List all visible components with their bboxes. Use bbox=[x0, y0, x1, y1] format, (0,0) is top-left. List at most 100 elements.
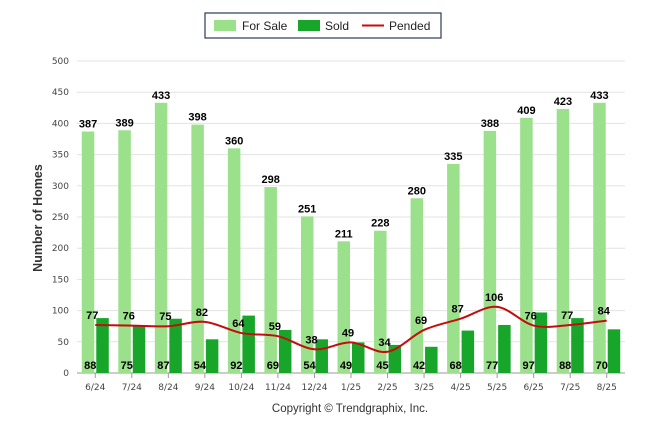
x-tick-label: 11/24 bbox=[265, 383, 291, 393]
label-pended: 77 bbox=[86, 310, 98, 322]
label-sold: 70 bbox=[596, 360, 608, 372]
legend-label-sold: Sold bbox=[325, 19, 349, 33]
legend-swatch-sold bbox=[298, 20, 320, 31]
bar-sold bbox=[607, 329, 621, 373]
label-sold: 68 bbox=[449, 360, 461, 372]
bar-sold bbox=[425, 346, 438, 373]
y-tick-label: 250 bbox=[52, 213, 69, 223]
bar-for-sale bbox=[337, 241, 350, 373]
y-tick-label: 500 bbox=[52, 57, 69, 67]
pended-line-path bbox=[95, 305, 607, 353]
label-for-sale: 228 bbox=[371, 218, 389, 230]
label-for-sale: 433 bbox=[590, 90, 608, 102]
y-tick-label: 150 bbox=[52, 275, 69, 285]
label-pended: 77 bbox=[561, 310, 573, 322]
bar-for-sale bbox=[118, 130, 131, 373]
pended-line bbox=[95, 305, 607, 353]
legend-label-pended: Pended bbox=[389, 19, 430, 33]
bar-for-sale bbox=[374, 230, 387, 373]
label-for-sale: 251 bbox=[298, 203, 316, 215]
bar-sold bbox=[96, 318, 109, 373]
legend-swatch-for-sale bbox=[214, 20, 236, 31]
label-sold: 54 bbox=[194, 360, 207, 372]
label-sold: 54 bbox=[303, 360, 316, 372]
y-tick-label: 0 bbox=[63, 369, 69, 379]
label-for-sale: 409 bbox=[517, 105, 535, 117]
y-axis: 0 50 100 150 200 250 300 350 400 450 500 bbox=[52, 57, 69, 379]
bar-for-sale bbox=[154, 102, 168, 374]
bar-for-sale bbox=[447, 163, 460, 373]
label-for-sale: 298 bbox=[262, 174, 280, 186]
x-tick-label: 2/25 bbox=[377, 383, 397, 393]
x-tick-label: 9/24 bbox=[195, 383, 215, 393]
label-pended: 49 bbox=[342, 327, 354, 339]
bar-sold bbox=[388, 344, 402, 373]
label-sold: 77 bbox=[486, 360, 498, 372]
bar-sold bbox=[169, 318, 182, 373]
label-pended: 87 bbox=[451, 304, 463, 316]
label-pended: 106 bbox=[485, 292, 503, 304]
bar-for-sale bbox=[227, 148, 241, 373]
label-sold: 92 bbox=[230, 360, 242, 372]
x-tick-label: 10/24 bbox=[228, 383, 254, 393]
x-tick-label: 7/25 bbox=[560, 383, 580, 393]
label-for-sale: 423 bbox=[554, 96, 572, 108]
label-pended: 34 bbox=[378, 337, 391, 349]
x-tick-label: 4/25 bbox=[450, 383, 470, 393]
bars bbox=[81, 102, 621, 374]
bar-for-sale bbox=[81, 131, 95, 373]
label-pended: 38 bbox=[305, 334, 317, 346]
bar-sold bbox=[461, 330, 475, 373]
bar-for-sale bbox=[191, 124, 204, 373]
label-sold: 97 bbox=[523, 360, 535, 372]
copyright-text: Copyright © Trendgraphix, Inc. bbox=[272, 403, 428, 415]
label-sold: 69 bbox=[267, 360, 279, 372]
label-for-sale: 398 bbox=[188, 112, 206, 124]
label-for-sale: 433 bbox=[152, 90, 170, 102]
label-sold: 45 bbox=[376, 360, 388, 372]
label-pended: 76 bbox=[525, 311, 537, 323]
label-sold: 75 bbox=[121, 360, 133, 372]
label-sold: 87 bbox=[157, 360, 169, 372]
label-pended: 76 bbox=[123, 311, 135, 323]
label-for-sale: 280 bbox=[408, 185, 426, 197]
x-axis: 6/24 7/24 8/24 9/24 10/24 11/24 12/24 1/25 2/25 3… bbox=[85, 373, 617, 393]
label-sold: 49 bbox=[340, 360, 352, 372]
bar-sold bbox=[571, 318, 584, 373]
label-for-sale: 360 bbox=[225, 135, 243, 147]
grid bbox=[77, 60, 625, 374]
label-pended: 84 bbox=[598, 306, 611, 318]
label-pended: 82 bbox=[196, 307, 208, 319]
y-tick-label: 400 bbox=[52, 119, 69, 129]
x-tick-label: 8/24 bbox=[158, 383, 178, 393]
label-for-sale: 335 bbox=[444, 151, 462, 163]
label-for-sale: 211 bbox=[335, 228, 353, 240]
bar-sold bbox=[242, 315, 255, 373]
bar-for-sale bbox=[593, 102, 606, 374]
bar-sold bbox=[498, 324, 511, 373]
x-tick-label: 1/25 bbox=[341, 383, 361, 393]
bar-for-sale bbox=[300, 216, 314, 373]
bar-for-sale bbox=[264, 187, 277, 373]
label-for-sale: 388 bbox=[481, 118, 499, 130]
label-for-sale: 389 bbox=[115, 117, 133, 129]
y-tick-label: 50 bbox=[58, 338, 70, 348]
x-tick-label: 7/24 bbox=[122, 383, 142, 393]
label-pended: 64 bbox=[232, 318, 245, 330]
bar-for-sale bbox=[483, 130, 497, 373]
data-labels: 387 389 433 398 360 298 251 211 228 280 335 388 409 4… bbox=[79, 90, 611, 372]
x-tick-label: 8/25 bbox=[597, 383, 617, 393]
y-axis-title: Number of Homes bbox=[31, 164, 45, 272]
bar-for-sale bbox=[520, 117, 533, 373]
x-tick-label: 5/25 bbox=[487, 383, 507, 393]
legend[interactable]: For Sale Sold Pended bbox=[204, 12, 442, 39]
label-pended: 69 bbox=[415, 315, 427, 327]
label-sold: 88 bbox=[84, 360, 96, 372]
bar-for-sale bbox=[556, 109, 570, 373]
x-tick-label: 6/25 bbox=[524, 383, 544, 393]
y-tick-label: 450 bbox=[52, 88, 69, 98]
y-tick-label: 350 bbox=[52, 151, 69, 161]
bar-sold bbox=[352, 342, 365, 373]
label-sold: 42 bbox=[413, 360, 425, 372]
